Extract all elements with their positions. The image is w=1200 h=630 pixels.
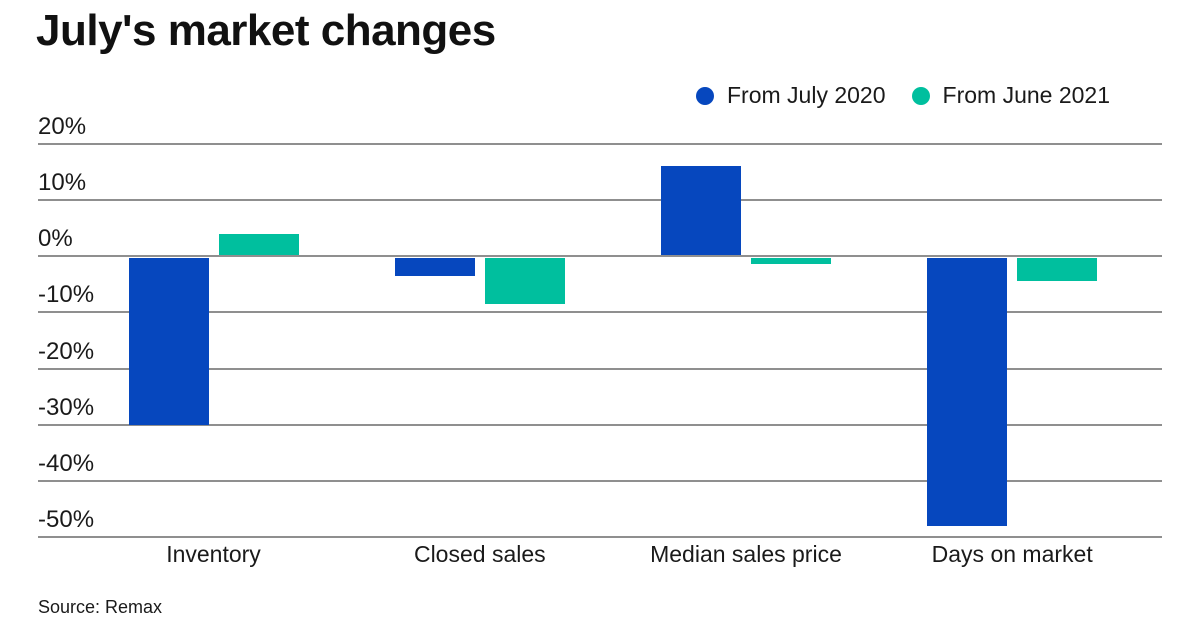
y-axis-tick-label: -50% [38, 506, 95, 534]
y-axis-tick-label: 10% [38, 169, 87, 197]
bar-from-june-2021-median-sales-price [751, 257, 831, 265]
bar-from-july-2020-closed-sales [394, 257, 475, 276]
bar-from-june-2021-inventory [218, 233, 299, 255]
legend-item-from-july-2020: From July 2020 [696, 82, 886, 109]
gridline [38, 311, 1162, 314]
gridline [38, 255, 1162, 258]
legend-label-from-july-2020: From July 2020 [727, 82, 886, 108]
gridline [38, 479, 1162, 482]
bar-from-june-2021-days-on-market [1017, 257, 1098, 281]
x-axis-category-label: Days on market [931, 541, 1093, 567]
gridline [38, 367, 1162, 370]
legend-dot-blue-icon [696, 86, 714, 105]
x-axis-category-label: Inventory [166, 541, 261, 567]
bar-from-july-2020-days-on-market [927, 257, 1008, 526]
bar-from-july-2020-inventory [128, 257, 209, 425]
y-axis-tick-label: -20% [38, 337, 95, 365]
source-note: Source: Remax [38, 597, 163, 617]
gridline [38, 142, 1162, 145]
gridline [38, 423, 1162, 426]
chart-title: July's market changes [36, 6, 496, 55]
chart-legend: From July 2020 From June 2021 [696, 82, 1110, 109]
y-axis-tick-label: -10% [38, 281, 95, 309]
y-axis-tick-label: 20% [38, 112, 87, 140]
x-axis-category-label: Closed sales [413, 541, 546, 567]
y-axis-tick-label: -40% [38, 449, 95, 477]
bar-from-june-2021-closed-sales [484, 257, 565, 305]
x-axis-category-label: Median sales price [650, 541, 842, 567]
gridline [38, 199, 1162, 202]
y-axis-tick-label: 0% [38, 225, 73, 253]
gridline [38, 536, 1162, 539]
y-axis-tick-label: -30% [38, 393, 95, 421]
legend-label-from-june-2021: From June 2021 [942, 82, 1110, 108]
bar-from-july-2020-median-sales-price [661, 166, 741, 255]
legend-dot-teal-icon [911, 86, 930, 105]
legend-item-from-june-2021: From June 2021 [911, 82, 1110, 109]
